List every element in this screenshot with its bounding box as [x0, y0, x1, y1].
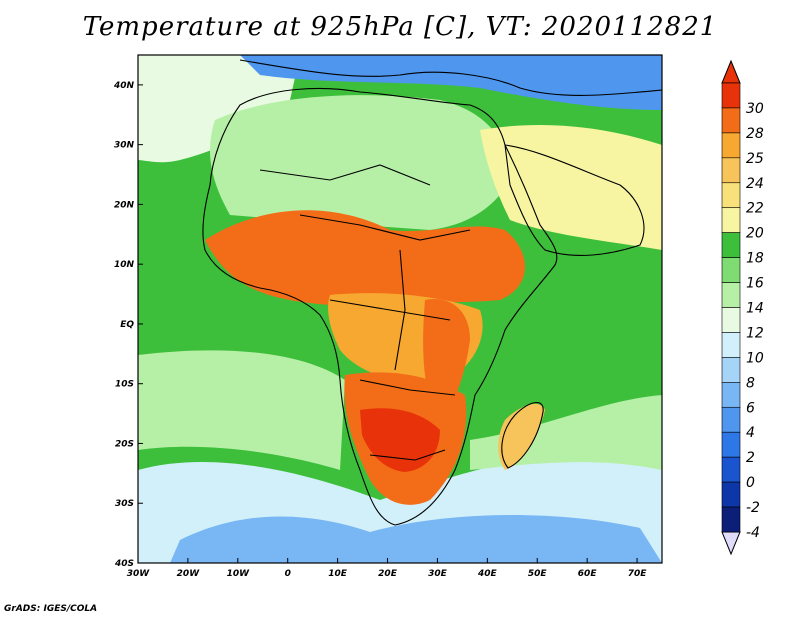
colorbar-swatch: [721, 357, 741, 383]
africa-coastline: [202, 87, 558, 526]
colorbar-label: 4: [746, 425, 755, 441]
region-madagascar-warm: [498, 403, 545, 470]
x-tick-label: 10W: [227, 569, 251, 579]
x-tick-label: 70E: [628, 569, 648, 579]
colorbar-swatch: [721, 506, 741, 533]
x-tick-label: 10E: [328, 569, 348, 579]
temperature-field: [138, 55, 662, 563]
colorbar-label: 10: [746, 350, 764, 366]
colorbar-label: 12: [746, 325, 764, 341]
x-tick-label: 40E: [477, 569, 498, 579]
colorbar-swatch: [721, 82, 741, 109]
colorbar-swatch: [721, 431, 741, 458]
colorbar-swatch: [721, 132, 741, 159]
colorbar-label: 20: [746, 226, 764, 242]
region-north-atlantic-cool: [138, 55, 300, 163]
x-tick-label: 30E: [428, 569, 448, 579]
colorbar-label: -2: [746, 500, 760, 516]
region-southern-ocean-colder: [170, 514, 662, 563]
colorbar-label: 22: [746, 201, 764, 217]
colorbar-under-triangle: [721, 531, 741, 556]
colorbar-label: 14: [746, 301, 764, 317]
country-border-3: [329, 299, 451, 321]
colorbar-over-triangle: [721, 59, 741, 84]
country-border-2: [299, 214, 471, 241]
country-border-5: [369, 449, 446, 461]
y-tick-label: 10S: [115, 380, 134, 390]
colorbar-label: 30: [746, 101, 764, 117]
country-border-1: [259, 164, 431, 186]
region-arabia-warm: [480, 125, 662, 250]
y-tick-label: EQ: [120, 320, 134, 330]
colorbar-swatch: [721, 481, 741, 508]
country-border-4: [359, 379, 456, 396]
y-tick-label: 20S: [115, 439, 134, 449]
colorbar-swatch: [721, 456, 741, 483]
plot-frame: [137, 54, 663, 564]
x-tick-label: 50E: [528, 569, 548, 579]
colorbar-label: 18: [746, 251, 764, 267]
colorbar-swatch: [721, 307, 741, 333]
y-tick-label: 20N: [114, 200, 135, 210]
colorbar-swatch: [721, 182, 741, 209]
colorbar-label: 0: [746, 475, 755, 491]
y-tick-label: 30S: [115, 499, 134, 509]
x-tick-label: 20W: [177, 569, 201, 579]
region-north-africa-mild: [210, 95, 515, 231]
colorbar-swatch: [721, 232, 741, 258]
europe-coastline: [239, 59, 662, 96]
grads-credit: GrADS: IGES/COLA: [4, 604, 98, 614]
region-europe-cold: [240, 55, 662, 110]
region-south-atlantic-cool: [138, 350, 345, 470]
chart-title: Temperature at 925hPa [C], VT: 202011282…: [82, 12, 718, 42]
madagascar-coastline: [501, 402, 544, 469]
colorbar-label: 8: [746, 375, 755, 391]
y-tick-label: 10N: [114, 260, 135, 270]
y-tick-label: 40N: [113, 81, 135, 91]
colorbar-label: -4: [746, 525, 760, 541]
y-tick-label: 40S: [114, 559, 134, 569]
arabia-coastline: [504, 144, 645, 256]
colorbar-label: 28: [746, 126, 764, 142]
x-tick-label: 60E: [578, 569, 598, 579]
country-border-6: [394, 249, 406, 371]
colorbar-label: 16: [746, 276, 764, 292]
colorbar-label: 25: [746, 151, 764, 167]
colorbar-swatch: [721, 332, 741, 358]
region-sahel-hot: [205, 210, 525, 305]
colorbar-swatch: [721, 107, 741, 134]
x-tick-label: 30W: [127, 569, 151, 579]
colorbar-label: 6: [746, 400, 755, 416]
colorbar-label: 24: [746, 176, 764, 192]
x-tick-label: 20E: [378, 569, 398, 579]
colorbar-swatch: [721, 382, 741, 408]
x-tick-label: 0: [285, 569, 291, 579]
coastline-borders: [202, 59, 662, 526]
colorbar-swatch: [721, 257, 741, 283]
colorbar-swatch: [721, 157, 741, 184]
y-tick-label: 30N: [114, 141, 135, 151]
colorbar-label: 2: [746, 450, 755, 466]
axes: 30W 20W 10W 0 10E 20E 30E 40E 50E 60E 70E 40N 30N 20N…: [113, 81, 647, 579]
colorbar-swatch: [721, 282, 741, 308]
colorbar-swatch: [721, 207, 741, 233]
colorbar-swatch: [721, 406, 741, 433]
